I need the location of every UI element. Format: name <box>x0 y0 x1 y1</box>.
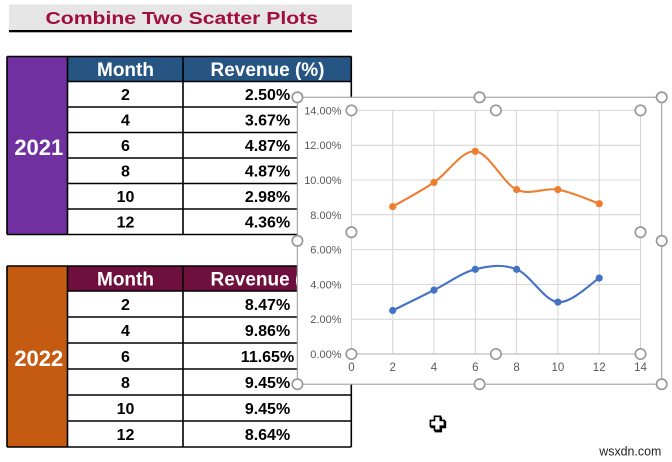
svg-text:4.00%: 4.00% <box>310 279 341 291</box>
svg-text:2: 2 <box>121 87 130 104</box>
svg-text:4: 4 <box>121 323 130 340</box>
svg-text:8: 8 <box>121 164 130 181</box>
svg-text:2: 2 <box>121 297 130 314</box>
svg-text:14: 14 <box>634 362 647 374</box>
svg-text:12: 12 <box>117 427 135 444</box>
svg-text:8: 8 <box>121 375 130 392</box>
svg-text:2021: 2021 <box>14 135 63 160</box>
svg-text:6: 6 <box>121 349 130 366</box>
svg-text:14.00%: 14.00% <box>304 105 342 117</box>
svg-text:2.98%: 2.98% <box>245 189 290 206</box>
svg-text:12: 12 <box>593 362 606 374</box>
svg-text:6: 6 <box>121 138 130 155</box>
svg-text:10: 10 <box>117 189 135 206</box>
svg-text:4: 4 <box>121 113 130 130</box>
svg-text:wsxdn.com: wsxdn.com <box>598 444 661 458</box>
svg-text:10: 10 <box>117 401 135 418</box>
svg-text:10.00%: 10.00% <box>304 175 342 187</box>
svg-text:8: 8 <box>513 362 519 374</box>
svg-text:4.87%: 4.87% <box>245 164 290 181</box>
svg-text:Month: Month <box>97 60 154 81</box>
svg-text:10: 10 <box>552 362 565 374</box>
svg-text:2.00%: 2.00% <box>310 314 341 326</box>
svg-text:Revenue (%): Revenue (%) <box>210 60 324 81</box>
svg-text:12: 12 <box>117 215 135 232</box>
svg-text:0.00%: 0.00% <box>310 349 341 361</box>
svg-text:9.45%: 9.45% <box>245 375 290 392</box>
svg-text:12.00%: 12.00% <box>304 140 342 152</box>
svg-text:9.45%: 9.45% <box>245 401 290 418</box>
svg-text:Month: Month <box>97 269 154 290</box>
svg-text:0: 0 <box>348 362 354 374</box>
svg-text:8.00%: 8.00% <box>310 210 341 222</box>
svg-text:6: 6 <box>472 362 478 374</box>
svg-text:Revenue (%): Revenue (%) <box>210 269 324 290</box>
svg-text:2.50%: 2.50% <box>245 87 290 104</box>
svg-text:2: 2 <box>389 362 395 374</box>
svg-text:4.87%: 4.87% <box>245 138 290 155</box>
svg-text:3.67%: 3.67% <box>245 113 290 130</box>
svg-text:4.36%: 4.36% <box>245 215 290 232</box>
svg-text:8.64%: 8.64% <box>245 427 290 444</box>
svg-text:9.86%: 9.86% <box>245 323 290 340</box>
svg-text:6.00%: 6.00% <box>310 245 341 257</box>
svg-text:2022: 2022 <box>14 346 63 371</box>
svg-text:4: 4 <box>431 362 438 374</box>
svg-text:Combine Two Scatter Plots: Combine Two Scatter Plots <box>46 8 319 28</box>
svg-text:11.65%: 11.65% <box>241 349 294 366</box>
svg-text:8.47%: 8.47% <box>245 297 290 314</box>
